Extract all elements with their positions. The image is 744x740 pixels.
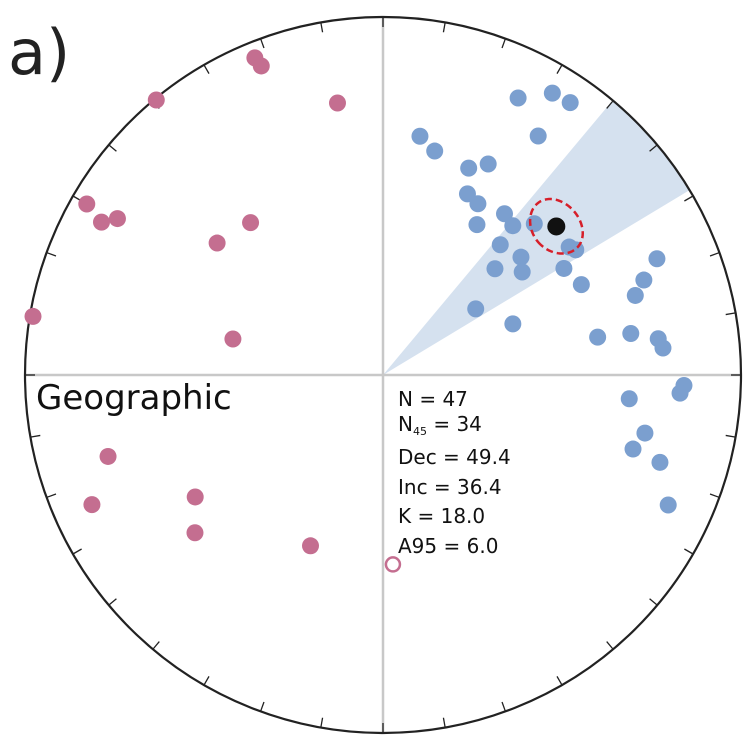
rejected-direction-point [108,210,126,228]
accepted-direction-point [495,205,513,223]
stat-k: K = 18.0 [398,504,485,528]
azimuth-tick [556,676,563,686]
accepted-direction-point [426,142,444,160]
azimuth-tick [684,548,694,555]
accepted-direction-point [626,286,644,304]
accepted-direction-point [622,325,640,343]
confidence-cone-layer [383,100,690,376]
a95-confidence-ellipse [528,197,585,255]
accepted-direction-point [512,248,530,266]
azimuth-tick [46,493,57,499]
azimuth-tick [259,701,265,712]
accepted-direction-point [636,424,654,442]
rejected-direction-point [92,213,110,231]
azimuth-tick [30,434,41,438]
azimuth-tick [108,144,117,152]
rejected-direction-point [83,496,101,514]
azimuth-tick [46,251,57,257]
accepted-direction-point [460,159,478,177]
rejected-direction-point [147,91,165,109]
accepted-direction-point [504,315,522,333]
accepted-direction-point [648,250,666,268]
accepted-direction-point [529,127,547,145]
accepted-direction-point [525,215,543,233]
accepted-direction-point [469,195,487,213]
accepted-direction-point [572,276,590,294]
accepted-direction-point [671,384,689,402]
rejected-direction-point [78,195,96,213]
azimuth-tick [259,38,265,49]
accepted-direction-point [486,260,504,278]
accepted-direction-point [467,300,485,318]
azimuth-tick [725,312,736,316]
azimuth-tick [72,548,82,555]
statistics-block: N = 47 N45 = 34 Dec = 49.4 Inc = 36.4 K … [398,387,511,558]
rejected-direction-point [301,537,319,555]
stat-n45: N45 = 34 [398,412,482,438]
accepted-direction-point [659,496,677,514]
azimuth-tick [606,641,614,650]
azimuth-tick [556,64,563,74]
mean-direction-point [547,217,566,236]
stat-a95: A95 = 6.0 [398,534,498,558]
rejected-direction-point [186,488,204,506]
azimuth-tick [108,598,117,606]
coordinate-frame-label: Geographic [36,378,232,418]
azimuth-tick [320,717,324,728]
accepted-direction-point [468,216,486,234]
azimuth-tick [152,641,160,650]
accepted-direction-point [561,94,579,112]
azimuth-tick [709,251,720,257]
stat-n: N = 47 [398,387,468,411]
accepted-direction-point [479,155,497,173]
stat-dec: Dec = 49.4 [398,445,511,469]
accepted-direction-point [654,339,672,357]
azimuth-tick [684,195,694,202]
accepted-direction-point [543,84,561,102]
points-layer [24,49,693,573]
stat-inc: Inc = 36.4 [398,475,502,499]
accepted-direction-point [567,241,585,259]
accepted-direction-point [513,263,531,281]
rejected-direction-point [24,307,42,325]
accepted-direction-point [411,127,429,145]
rejected-direction-point [328,94,346,112]
accepted-direction-point [624,440,642,458]
axis-layer [25,17,741,733]
rejected-direction-point [252,57,270,75]
azimuth-tick [203,64,210,74]
rejected-direction-point [224,330,242,348]
upper-hemisphere-point [384,556,402,573]
accepted-direction-point [589,328,607,346]
azimuth-tick [649,144,658,152]
azimuth-tick [649,598,658,606]
accepted-direction-point [509,89,527,107]
mean-confidence-cone [383,100,690,376]
rejected-direction-point [242,214,260,232]
primitive-circle [23,15,743,735]
azimuth-tick [501,38,507,49]
accepted-direction-point [504,217,522,235]
rejected-direction-point [99,447,117,465]
azimuth-tick [606,100,614,109]
tick-layer [25,17,741,733]
azimuth-tick [709,493,720,499]
accepted-direction-point [651,453,669,471]
accepted-direction-point [635,271,653,289]
azimuth-tick [203,676,210,686]
azimuth-tick [442,22,446,33]
panel-label: a) [8,16,70,89]
azimuth-tick [320,22,324,33]
accepted-direction-point [555,259,573,277]
rejected-direction-point [208,234,226,252]
azimuth-tick [501,701,507,712]
rejected-direction-point [186,524,204,542]
azimuth-tick [442,717,446,728]
azimuth-tick [725,434,736,438]
accepted-direction-point [620,390,638,408]
accepted-direction-point [491,236,509,254]
